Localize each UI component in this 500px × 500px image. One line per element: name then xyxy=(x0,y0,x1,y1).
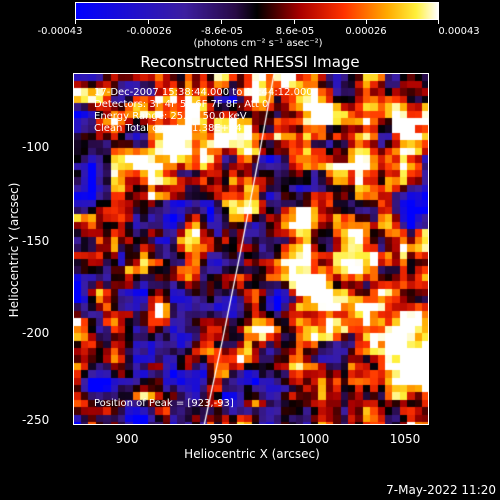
x-tick-label: 900 xyxy=(115,432,139,446)
colorbar-tick xyxy=(148,19,149,24)
colorbar-tick xyxy=(221,19,222,24)
clean-counts-label: Clean Total counts: 1.38E+04 xyxy=(94,123,242,134)
x-tick-label: 950 xyxy=(209,432,233,446)
y-tick-label: -150 xyxy=(22,234,50,248)
y-tick-label: -250 xyxy=(22,413,50,427)
colorbar-unit-label: (photons cm⁻² s⁻¹ asec⁻²) xyxy=(193,38,323,49)
colorbar-tick-label: 8.6e-05 xyxy=(275,26,315,37)
x-tick-label: 1050 xyxy=(389,432,421,446)
energy-range-label: Energy Range: 25.0 - 50.0 keV xyxy=(94,111,247,122)
detectors-label: Detectors: 3F 4F 5F 6F 7F 8F, Att 0 xyxy=(94,99,269,110)
y-axis-label: Heliocentric Y (arcsec) xyxy=(7,182,21,318)
colorbar xyxy=(75,2,439,20)
colorbar-tick-label: -8.6e-05 xyxy=(201,26,243,37)
colorbar-tick xyxy=(294,19,295,24)
colorbar-tick xyxy=(75,19,76,24)
plot-title: Reconstructed RHESSI Image xyxy=(140,53,360,71)
x-tick-label: 1000 xyxy=(298,432,330,446)
time-range-label: 17-Dec-2007 15:38:44.000 to 15:44:12.000 xyxy=(94,87,313,98)
reconstructed-image-frame xyxy=(73,73,429,425)
colorbar-tick-label: -0.00043 xyxy=(37,26,83,37)
colorbar-tick xyxy=(438,19,439,24)
colorbar-tick-label: 0.00043 xyxy=(438,26,480,37)
y-tick-label: -200 xyxy=(22,326,50,340)
colorbar-tick-label: 0.00026 xyxy=(345,26,387,37)
peak-position-label: Position of Peak = [923,-93] xyxy=(94,398,234,409)
x-axis-label: Heliocentric X (arcsec) xyxy=(184,447,320,461)
render-timestamp: 7-May-2022 11:20 xyxy=(386,483,496,497)
reconstructed-image xyxy=(74,74,428,424)
colorbar-tick-label: -0.00026 xyxy=(126,26,172,37)
colorbar-tick xyxy=(366,19,367,24)
y-tick-label: -100 xyxy=(22,140,50,154)
